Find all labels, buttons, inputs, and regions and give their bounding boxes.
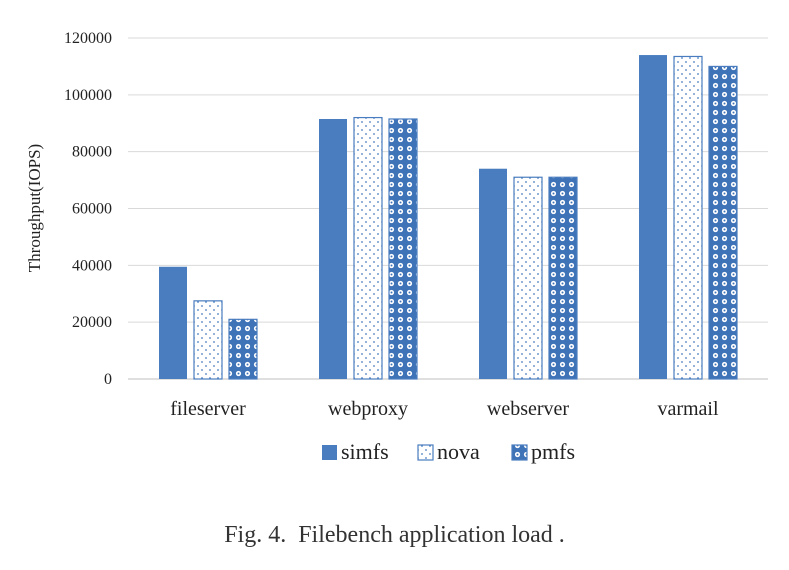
- bar-pmfs-varmail: [708, 65, 738, 380]
- figure-caption: Fig. 4. Filebench application load .: [0, 522, 789, 549]
- x-tick-label: fileserver: [170, 398, 246, 420]
- y-axis-label: Throughput(IOPS): [25, 144, 44, 272]
- bar-nova-webserver: [513, 176, 543, 380]
- x-tick-label: varmail: [657, 398, 719, 420]
- y-tick-labels: 0 20000 40000 60000 80000 100000 120000: [64, 30, 112, 388]
- x-tick-label: webproxy: [328, 398, 408, 420]
- legend-label-simfs: simfs: [341, 439, 389, 464]
- bar-pmfs-webserver: [548, 176, 578, 380]
- y-tick-label: 40000: [72, 257, 112, 274]
- chart: 0 20000 40000 60000 80000 100000 120000 filese…: [25, 30, 768, 464]
- y-tick-label: 60000: [72, 201, 112, 218]
- x-tick-labels: fileserver webproxy webserver varmail: [170, 398, 719, 420]
- x-tick-label: webserver: [487, 398, 570, 420]
- y-tick-label: 120000: [64, 30, 112, 47]
- bar-nova-webproxy: [353, 116, 383, 380]
- bar-simfs-fileserver: [159, 266, 187, 379]
- y-tick-label: 0: [104, 371, 112, 388]
- legend-label-pmfs: pmfs: [531, 439, 575, 464]
- bar-simfs-webproxy: [319, 118, 347, 380]
- y-tick-label: 80000: [72, 144, 112, 161]
- bar-simfs-webserver: [479, 168, 507, 379]
- bar-nova-varmail: [673, 55, 703, 380]
- caption-label: Fig. 4.: [224, 522, 287, 548]
- y-tick-label: 20000: [72, 314, 112, 331]
- y-tick-label: 100000: [64, 87, 112, 104]
- legend-swatch-pmfs: [511, 444, 528, 461]
- legend-swatch-nova: [417, 444, 434, 461]
- legend-label-nova: nova: [437, 439, 480, 464]
- legend: simfs nova pmfs: [322, 439, 575, 464]
- caption-text: Filebench application load .: [298, 522, 565, 548]
- bars: [159, 55, 738, 380]
- bar-simfs-varmail: [639, 55, 667, 380]
- bar-pmfs-webproxy: [388, 118, 418, 380]
- gridlines: [128, 37, 768, 380]
- legend-swatch-simfs: [322, 445, 337, 460]
- bar-nova-fileserver: [193, 300, 223, 380]
- bar-pmfs-fileserver: [228, 318, 258, 380]
